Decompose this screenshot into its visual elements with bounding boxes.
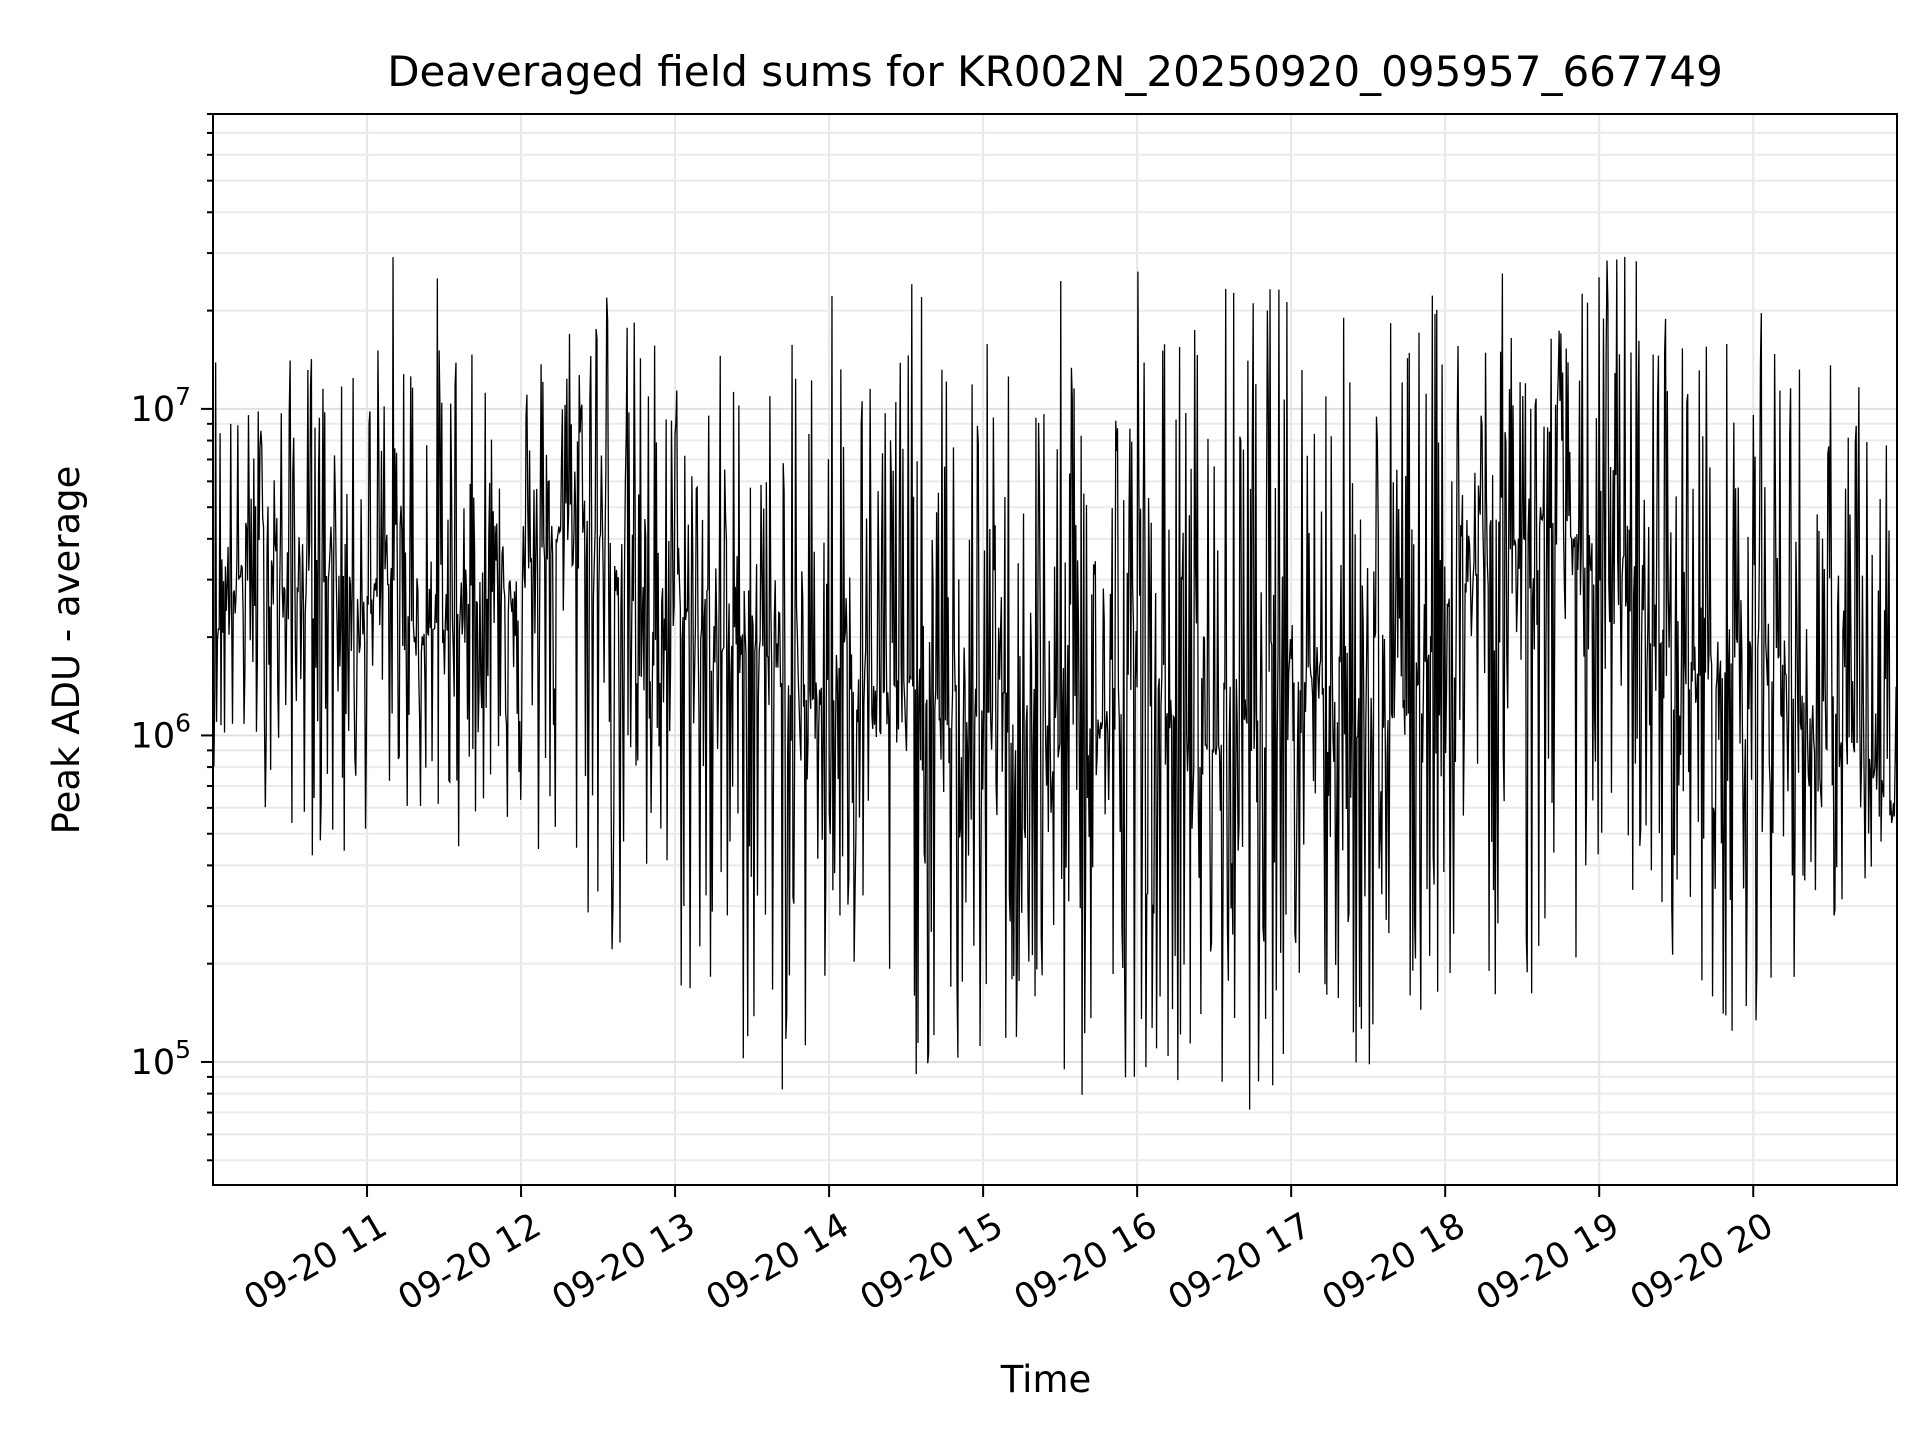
- y-tick-label: 106: [131, 708, 191, 756]
- x-axis-label: Time: [1000, 1358, 1092, 1401]
- plot-frame: [212, 113, 1898, 1186]
- data-series: [212, 256, 1898, 1110]
- y-tick-label: 107: [131, 382, 191, 430]
- y-axis-label: Peak ADU - average: [45, 466, 88, 835]
- y-tick-label: 105: [131, 1035, 191, 1083]
- series-line: [212, 256, 1898, 1110]
- chart-title: Deaveraged field sums for KR002N_2025092…: [387, 47, 1723, 96]
